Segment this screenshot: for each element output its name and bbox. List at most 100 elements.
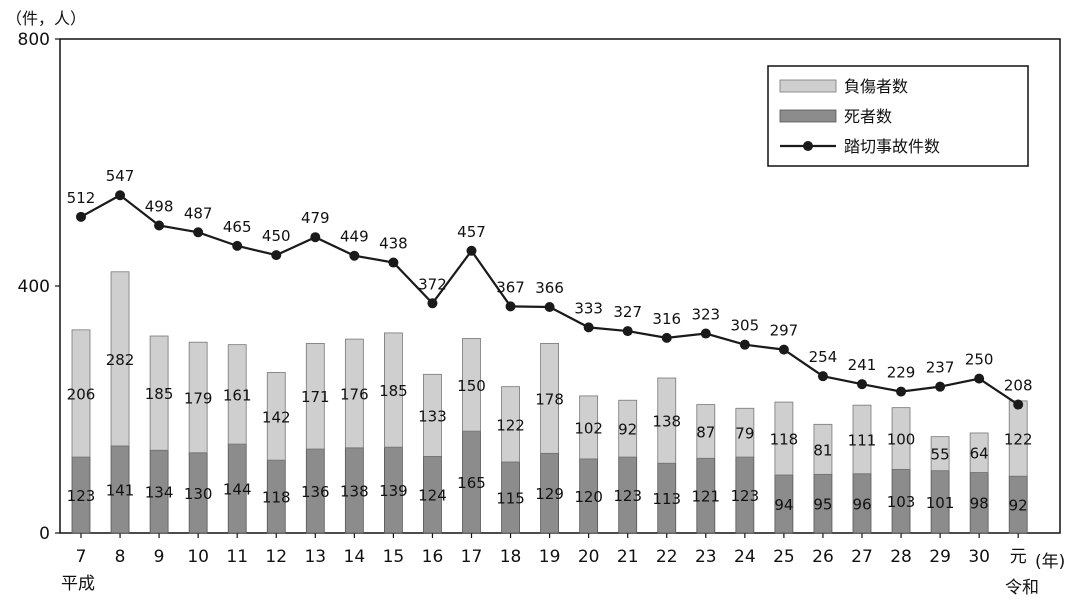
line-point: [154, 220, 165, 231]
data-label-accidents: 316: [652, 310, 681, 328]
bar-injured: [383, 332, 403, 448]
x-tick-label: 27: [851, 547, 873, 567]
data-label-accidents: 479: [301, 209, 330, 227]
era-label-reiwa: 令和: [1005, 578, 1039, 598]
data-label-injured: 185: [379, 382, 408, 400]
plot-area: 0 400 800 7 8 9 10 11 12 13 14 15 16 17 18 19 20 21 22 23 24…: [18, 30, 1061, 567]
x-tick-label: 29: [929, 547, 951, 567]
data-label-injured: 100: [887, 431, 916, 449]
y-unit-label: （件，人）: [6, 9, 86, 28]
line-point: [349, 250, 360, 261]
line-point: [700, 328, 711, 339]
bar-injured: [266, 372, 286, 461]
data-label-accidents: 498: [145, 197, 174, 215]
data-label-accidents: 229: [887, 364, 916, 382]
data-label-accidents: 237: [926, 359, 955, 377]
data-label-injured: 178: [535, 390, 564, 408]
line-point: [974, 373, 985, 384]
legend-swatch-deaths: [779, 109, 837, 123]
line-point: [661, 332, 672, 343]
line-point: [857, 379, 867, 390]
bar-injured: [71, 329, 91, 458]
data-label-deaths: 139: [379, 482, 408, 500]
x-tick-label: 9: [154, 547, 165, 567]
data-label-deaths: 120: [574, 488, 603, 506]
data-label-deaths: 129: [535, 485, 564, 503]
data-label-accidents: 208: [1004, 377, 1033, 395]
line-point: [505, 301, 516, 312]
bar-injured: [305, 343, 325, 450]
line-point: [271, 250, 282, 261]
data-label-injured: 179: [184, 389, 213, 407]
line-point: [935, 381, 946, 392]
x-tick-label: 18: [500, 547, 522, 567]
data-label-accidents: 547: [106, 167, 135, 185]
y-tick-label: 400: [18, 277, 50, 297]
data-label-accidents: 450: [262, 227, 291, 245]
bar-injured: [657, 377, 677, 464]
data-label-injured: 55: [931, 446, 950, 464]
line-point: [388, 257, 399, 268]
legend-swatch-accidents-marker: [803, 141, 813, 151]
data-label-deaths: 95: [813, 496, 832, 514]
data-label-accidents: 250: [965, 351, 994, 369]
bar-injured: [852, 404, 872, 475]
data-label-accidents: 372: [418, 275, 447, 293]
x-tick-label: 22: [656, 547, 678, 567]
data-label-deaths: 141: [106, 481, 135, 499]
line-point: [310, 232, 321, 243]
data-label-deaths: 101: [926, 494, 955, 512]
data-label-injured: 118: [770, 431, 799, 449]
data-label-deaths: 121: [691, 488, 720, 506]
data-label-accidents: 366: [535, 279, 564, 297]
x-tick-label: 7: [76, 547, 87, 567]
x-tick-label: 24: [734, 547, 756, 567]
data-label-injured: 161: [223, 386, 252, 404]
line-point: [232, 240, 243, 251]
bar-injured: [930, 436, 950, 472]
line-point: [76, 211, 86, 222]
data-label-injured: 64: [970, 445, 989, 463]
data-label-deaths: 115: [496, 489, 525, 507]
data-label-injured: 150: [457, 377, 486, 395]
data-label-accidents: 367: [496, 278, 525, 296]
data-label-deaths: 123: [731, 487, 760, 505]
data-label-deaths: 165: [457, 474, 486, 492]
bar-injured: [735, 407, 755, 458]
data-label-accidents: 327: [613, 303, 642, 321]
data-label-deaths: 92: [1009, 497, 1028, 515]
data-label-injured: 122: [496, 416, 525, 434]
x-tick-label: 元: [1010, 547, 1027, 567]
x-tick-label: 19: [539, 547, 561, 567]
legend-label: 負傷者数: [844, 77, 908, 96]
data-label-deaths: 136: [301, 483, 330, 501]
x-tick-label: 16: [422, 547, 444, 567]
data-label-deaths: 130: [184, 485, 213, 503]
data-label-deaths: 94: [774, 496, 793, 514]
line-point: [896, 386, 907, 397]
y-tick-label: 0: [39, 524, 50, 544]
x-tick-label: 15: [383, 547, 405, 567]
data-label-deaths: 138: [340, 482, 369, 500]
legend-swatch-injured: [779, 79, 837, 93]
x-unit-label: (年): [1035, 552, 1065, 572]
x-tick-label: 8: [115, 547, 126, 567]
data-label-injured: 79: [735, 425, 754, 443]
bar-injured: [462, 338, 481, 432]
data-label-accidents: 254: [809, 348, 838, 366]
line-point: [466, 245, 477, 256]
x-tick-label: 25: [773, 547, 795, 567]
bar-injured: [813, 423, 833, 475]
x-tick-label: 11: [226, 547, 248, 567]
data-label-injured: 111: [848, 431, 877, 449]
x-tick-label: 21: [617, 547, 639, 567]
bar-injured: [501, 386, 520, 463]
bar-injured: [891, 407, 911, 470]
x-tick-label: 13: [304, 547, 326, 567]
data-label-accidents: 305: [731, 317, 760, 335]
bar-injured: [423, 373, 442, 457]
data-label-injured: 133: [418, 407, 447, 425]
data-label-injured: 185: [145, 385, 174, 403]
line-point: [427, 298, 438, 309]
